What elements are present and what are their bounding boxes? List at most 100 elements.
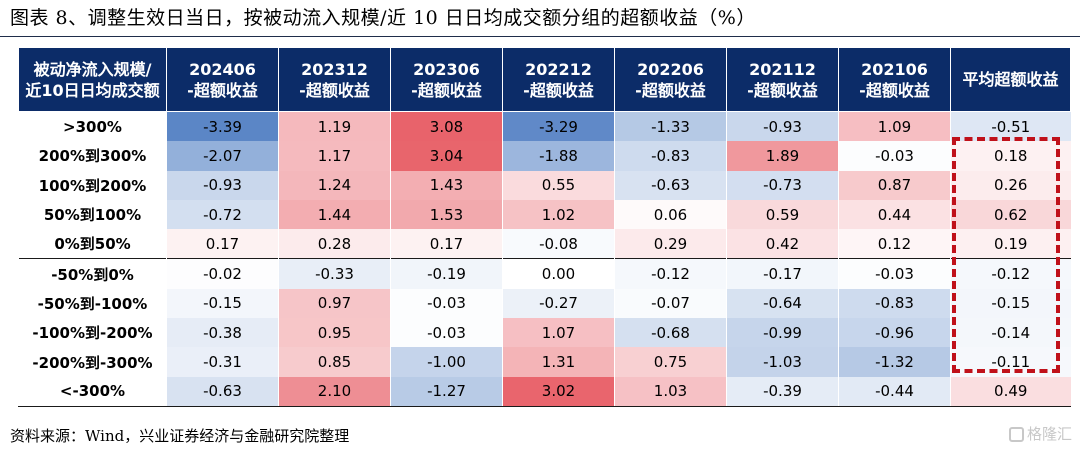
heatmap-cell: -0.96: [838, 318, 951, 348]
watermark-text: 格隆汇: [1026, 425, 1072, 443]
column-header-202312: 202312 -超额收益: [278, 47, 391, 112]
heatmap-cell: -0.93: [166, 170, 279, 200]
heatmap-cell: -0.19: [390, 258, 503, 289]
heatmap-cell: -0.02: [166, 258, 279, 289]
heatmap-cell: -0.83: [614, 141, 727, 171]
heatmap-cell: -0.39: [726, 376, 839, 407]
column-header-period: 202306: [413, 59, 480, 79]
heatmap-cell: -0.27: [502, 288, 615, 319]
heatmap-cell: 0.85: [278, 347, 391, 377]
row-label: -50%到-100%: [18, 288, 167, 319]
heatmap-cell: 3.08: [390, 111, 503, 142]
average-cell: -0.11: [950, 347, 1071, 377]
heatmap-cell: 1.53: [390, 199, 503, 230]
average-cell: -0.14: [950, 318, 1071, 348]
heatmap-cell: 1.09: [838, 111, 951, 142]
heatmap-cell: 0.75: [614, 347, 727, 377]
heatmap-cell: 0.97: [278, 288, 391, 319]
column-header-202106: 202106 -超额收益: [838, 47, 951, 112]
heatmap-cell: -0.08: [502, 229, 615, 259]
column-header-metric: -超额收益: [411, 80, 482, 100]
heatmap-cell: -0.63: [614, 170, 727, 200]
heatmap-cell: -0.64: [726, 288, 839, 319]
average-column-header: 平均超额收益: [950, 47, 1071, 112]
heatmap-cell: -3.39: [166, 111, 279, 142]
heatmap-cell: -0.12: [614, 258, 727, 289]
heatmap-cell: 0.87: [838, 170, 951, 200]
row-header-line-1: 被动净流入规模/: [33, 59, 152, 79]
heatmap-cell: 0.00: [502, 258, 615, 289]
row-header-cell: 被动净流入规模/ 近10日日均成交额: [18, 47, 167, 112]
heatmap-cell: -2.07: [166, 141, 279, 171]
heatmap-cell: -0.03: [838, 141, 951, 171]
heatmap-cell: 0.95: [278, 318, 391, 348]
heatmap-cell: -0.73: [726, 170, 839, 200]
heatmap-cell: -0.03: [838, 258, 951, 289]
row-label: 50%到100%: [18, 199, 167, 230]
header-row: 被动净流入规模/ 近10日日均成交额 202406 -超额收益 202312 -超额收…: [18, 47, 1071, 112]
heatmap-cell: -1.33: [614, 111, 727, 142]
table-row: -50%到0% -0.02 -0.33 -0.19 0.00 -0.12 -0.17 -0.0…: [18, 258, 1071, 289]
column-header-202112: 202112 -超额收益: [726, 47, 839, 112]
source-note: 资料来源：Wind，兴业证券经济与金融研究院整理: [10, 427, 350, 445]
heatmap-cell: -1.32: [838, 347, 951, 377]
column-header-period: 202106: [861, 59, 928, 79]
heatmap-cell: -0.07: [614, 288, 727, 319]
heatmap-cell: 2.10: [278, 376, 391, 407]
average-cell: -0.51: [950, 111, 1071, 142]
heatmap-cell: 0.44: [838, 199, 951, 230]
heatmap-cell: -0.83: [838, 288, 951, 319]
heatmap-cell: 0.12: [838, 229, 951, 259]
average-cell: 0.62: [950, 199, 1071, 230]
watermark-logo-icon: [1008, 427, 1024, 442]
column-header-202306: 202306 -超额收益: [390, 47, 503, 112]
row-label: -50%到0%: [18, 258, 167, 289]
column-header-202406: 202406 -超额收益: [166, 47, 279, 112]
table-row: -200%到-300% -0.31 0.85 -1.00 1.31 0.75 -1.03 -1…: [18, 347, 1071, 377]
heatmap-cell: 3.04: [390, 141, 503, 171]
excess-return-heatmap-table: 被动净流入规模/ 近10日日均成交额 202406 -超额收益 202312 -超额收…: [18, 47, 1071, 407]
average-cell: 0.19: [950, 229, 1071, 259]
heatmap-cell: -0.15: [166, 288, 279, 319]
heatmap-cell: 1.03: [614, 376, 727, 407]
heatmap-cell: 0.06: [614, 199, 727, 230]
heatmap-cell: 1.19: [278, 111, 391, 142]
figure-title-bar: 图表 8、调整生效日当日，按被动流入规模/近 10 日日均成交额分组的超额收益（…: [0, 0, 1080, 37]
heatmap-cell: 1.17: [278, 141, 391, 171]
column-header-period: 202206: [637, 59, 704, 79]
row-label: 200%到300%: [18, 141, 167, 171]
heatmap-cell: -3.29: [502, 111, 615, 142]
heatmap-cell: 0.17: [166, 229, 279, 259]
row-label: 0%到50%: [18, 229, 167, 259]
column-header-period: 202112: [749, 59, 816, 79]
column-header-metric: -超额收益: [859, 80, 930, 100]
heatmap-cell: -0.33: [278, 258, 391, 289]
heatmap-cell: 1.44: [278, 199, 391, 230]
row-label: 100%到200%: [18, 170, 167, 200]
heatmap-cell: -1.27: [390, 376, 503, 407]
heatmap-cell: 0.59: [726, 199, 839, 230]
heatmap-cell: -0.31: [166, 347, 279, 377]
heatmap-cell: 3.02: [502, 376, 615, 407]
row-label: -200%到-300%: [18, 347, 167, 377]
row-label: <-300%: [18, 376, 167, 407]
heatmap-cell: 0.55: [502, 170, 615, 200]
table-row: 50%到100% -0.72 1.44 1.53 1.02 0.06 0.59 0.44 0.6…: [18, 199, 1071, 230]
table-body: >300% -3.39 1.19 3.08 -3.29 -1.33 -0.93 1.09 -0.…: [18, 111, 1071, 407]
heatmap-cell: 0.42: [726, 229, 839, 259]
heatmap-cell: -0.03: [390, 288, 503, 319]
table-row: -100%到-200% -0.38 0.95 -0.03 1.07 -0.68 -0.99-…: [18, 318, 1071, 348]
heatmap-cell: -0.03: [390, 318, 503, 348]
heatmap-cell: -1.00: [390, 347, 503, 377]
watermark: 格隆汇: [1008, 423, 1072, 444]
table-row: 200%到300% -2.07 1.17 3.04 -1.88 -0.83 1.89 -0.0…: [18, 141, 1071, 171]
average-cell: 0.26: [950, 170, 1071, 200]
heatmap-cell: -0.17: [726, 258, 839, 289]
average-cell: -0.12: [950, 258, 1071, 289]
heatmap-cell: 0.28: [278, 229, 391, 259]
average-cell: 0.18: [950, 141, 1071, 171]
column-header-period: 202406: [189, 59, 256, 79]
heatmap-cell: -0.72: [166, 199, 279, 230]
column-header-metric: -超额收益: [747, 80, 818, 100]
column-header-period: 202212: [525, 59, 592, 79]
